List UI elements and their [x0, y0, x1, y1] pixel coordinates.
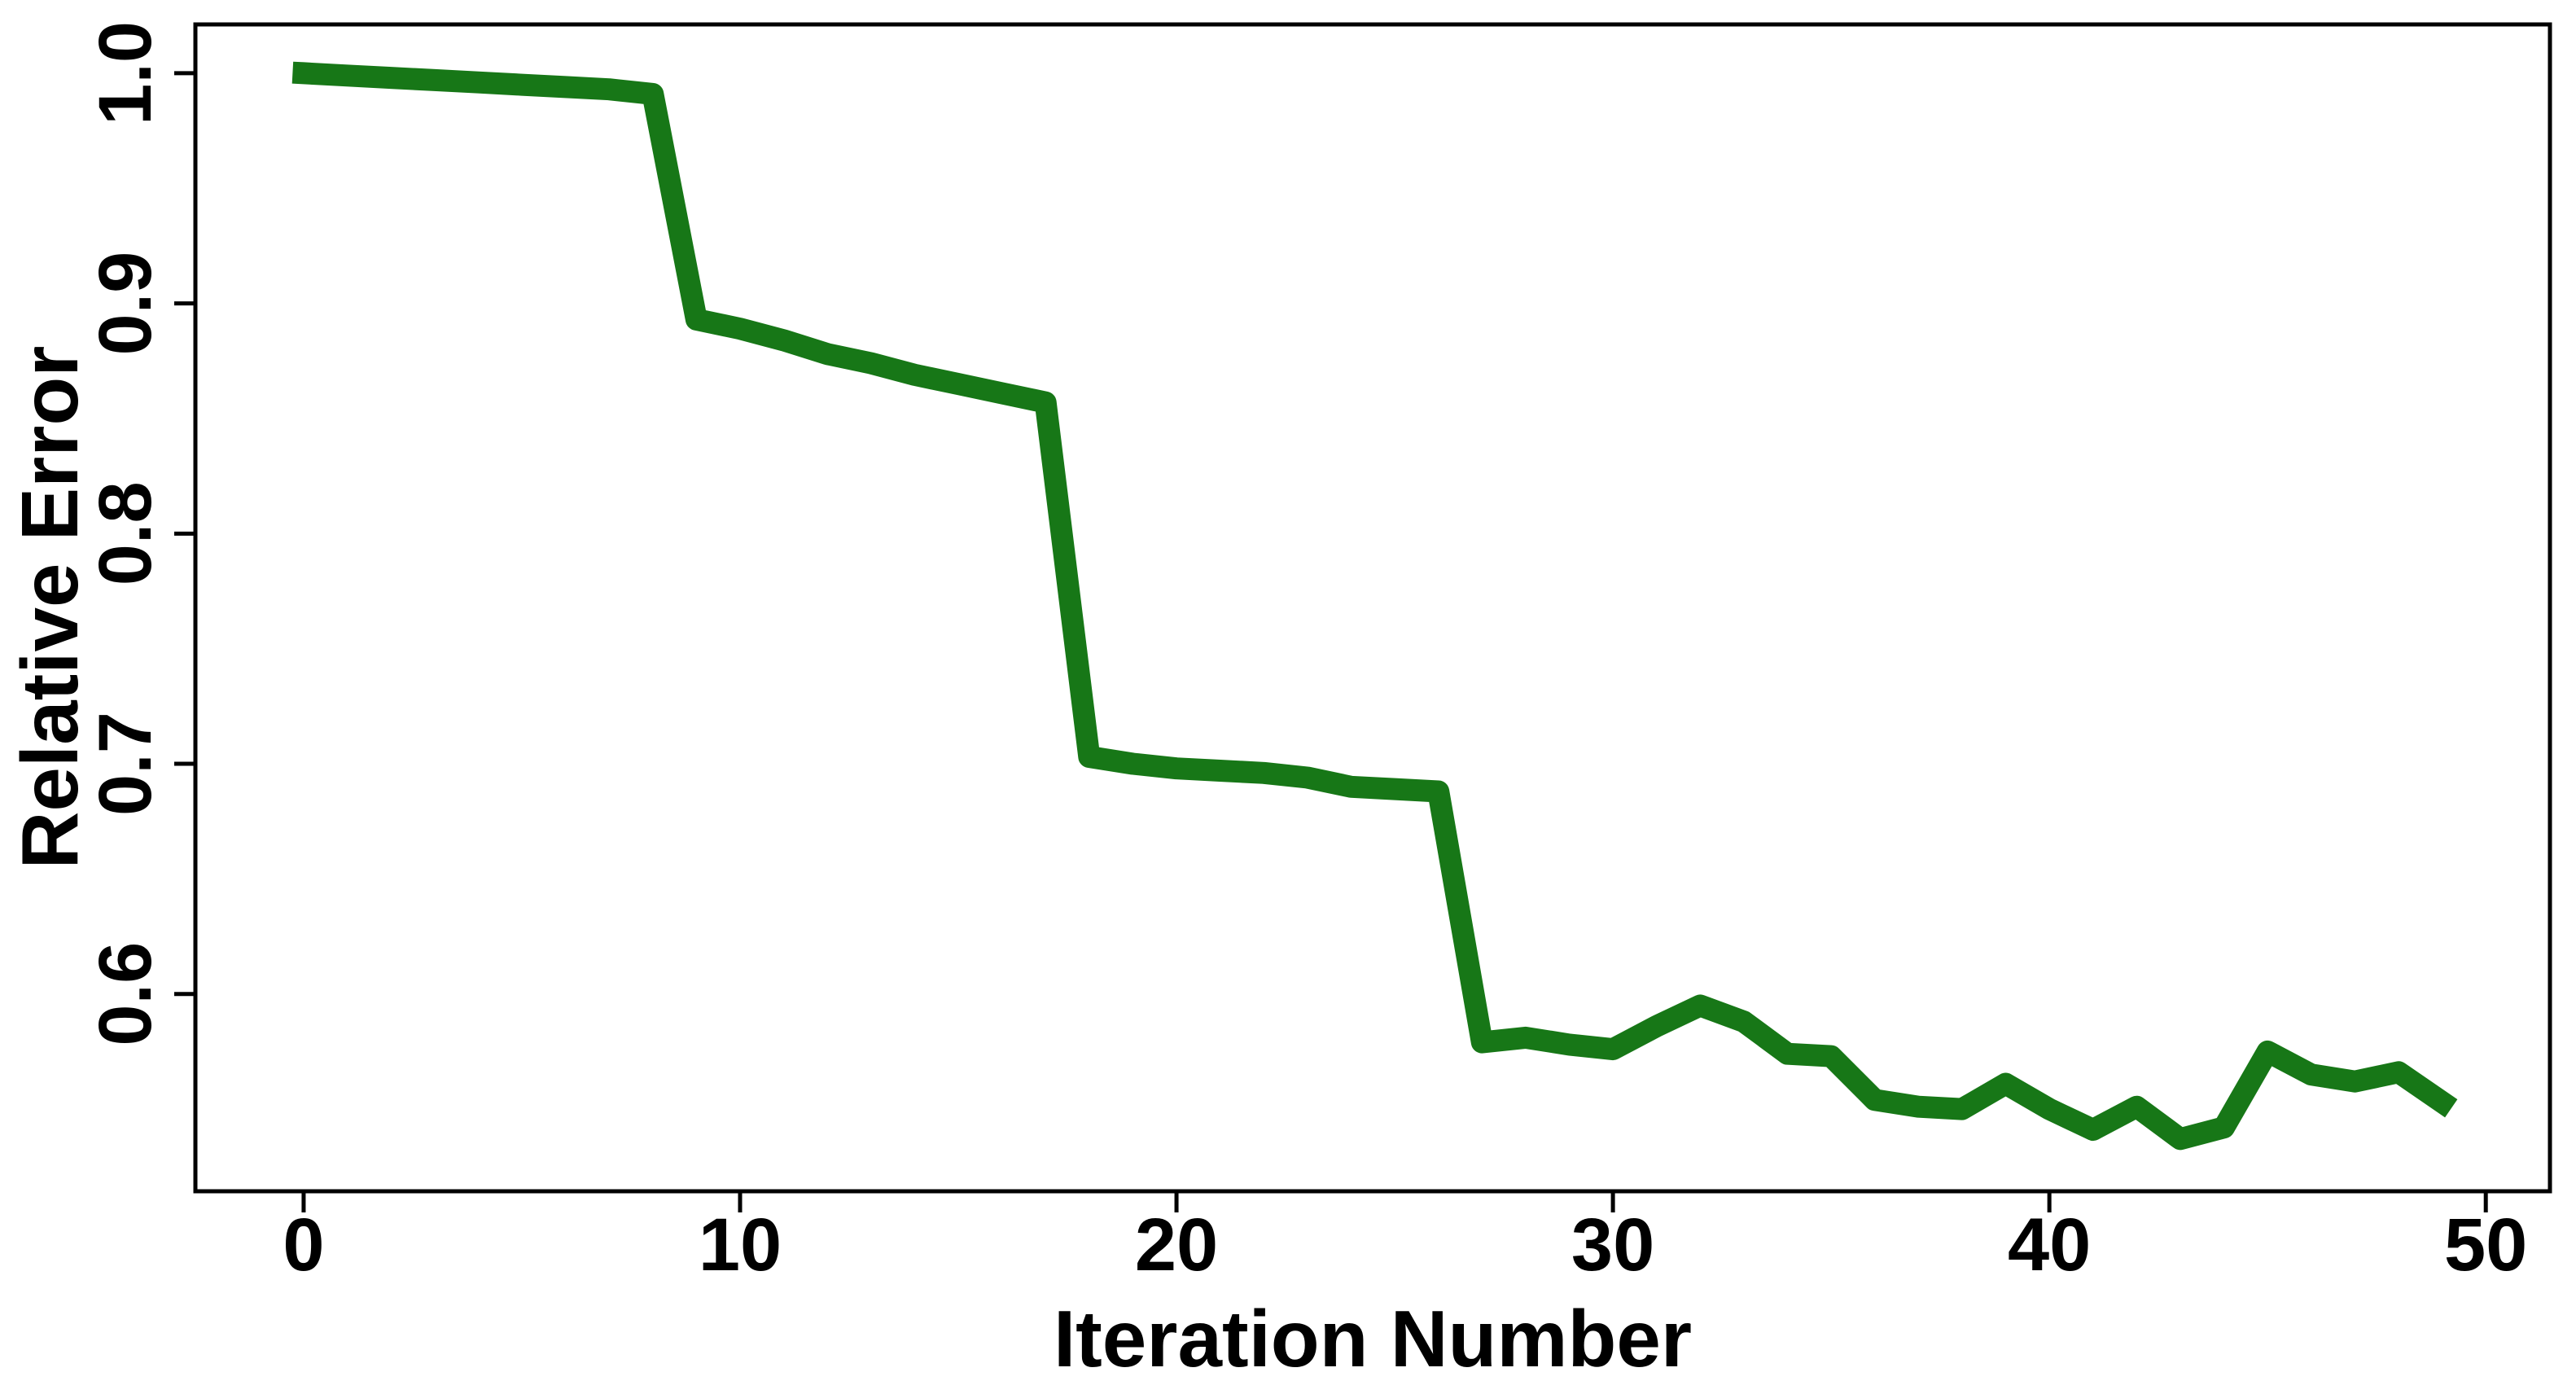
x-tick-label: 40	[2008, 1203, 2091, 1287]
y-axis-ticks	[174, 71, 195, 997]
plot-border	[193, 22, 2552, 1194]
y-axis-title: Relative Error	[5, 346, 94, 870]
x-tick-label: 50	[2444, 1203, 2527, 1287]
y-tick-label: 1.0	[84, 21, 167, 125]
x-tick-label: 30	[1571, 1203, 1654, 1287]
x-tick-label: 20	[1135, 1203, 1218, 1287]
x-tick-label: 10	[699, 1203, 782, 1287]
y-tick-labels: 1.0 0.9 0.8 0.7 0.6	[84, 21, 167, 1046]
x-tick-label: 0	[283, 1203, 324, 1287]
relative-error-line	[291, 61, 2458, 1151]
y-tick-label: 0.8	[84, 481, 167, 585]
x-axis-title: Iteration Number	[1054, 1294, 1692, 1383]
y-tick-label: 0.9	[84, 252, 167, 356]
x-tick-labels: 0 10 20 30 40 50	[283, 1203, 2527, 1287]
x-axis-ticks	[301, 1191, 2488, 1212]
y-tick-label: 0.7	[84, 712, 167, 816]
y-tick-label: 0.6	[84, 942, 167, 1046]
